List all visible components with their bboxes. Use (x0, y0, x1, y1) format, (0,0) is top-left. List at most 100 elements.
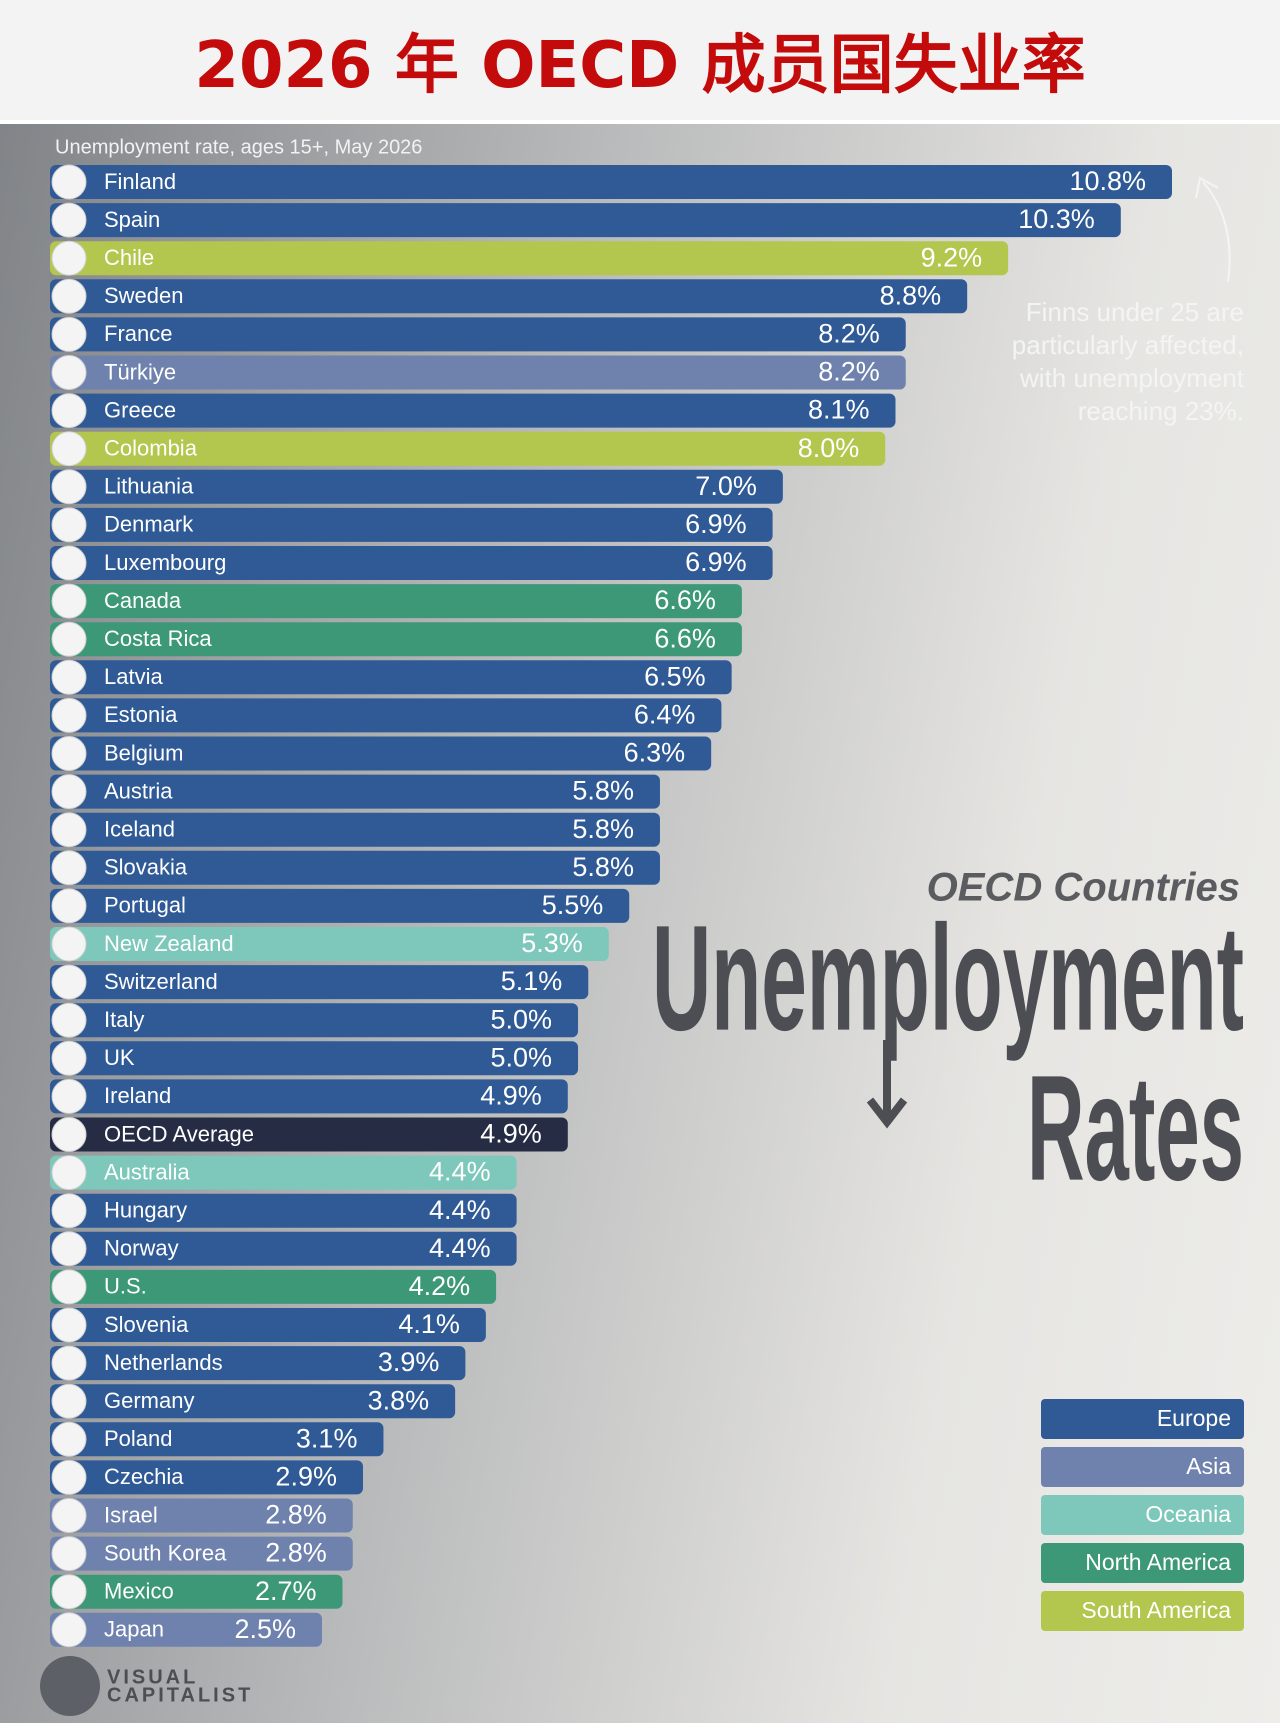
category-label: Netherlands (104, 1350, 223, 1375)
bar (50, 469, 783, 504)
flag (51, 1231, 87, 1267)
value-label: 4.1% (398, 1309, 460, 1339)
value-label: 9.2% (921, 242, 983, 272)
value-label: 5.1% (501, 966, 563, 996)
flag (51, 316, 87, 352)
flag (51, 888, 87, 924)
category-label: Greece (104, 397, 176, 422)
value-label: 4.9% (480, 1119, 542, 1149)
heading: OECD Countries (927, 866, 1240, 910)
value-label: 4.9% (480, 1081, 542, 1111)
bar (50, 1574, 343, 1609)
category-label: Austria (104, 778, 173, 803)
category-label: Canada (104, 588, 182, 613)
bar (50, 1003, 579, 1038)
category-label: Japan (104, 1617, 164, 1642)
flag (51, 355, 87, 390)
bar (50, 317, 906, 352)
value-label: 6.5% (644, 661, 706, 691)
value-label: 6.9% (685, 509, 747, 539)
flag (51, 774, 87, 810)
legend-label: Asia (1186, 1453, 1231, 1479)
value-label: 10.3% (1018, 204, 1095, 234)
category-label: Israel (104, 1502, 158, 1527)
flag (51, 240, 87, 276)
value-label: 6.3% (624, 738, 686, 768)
value-label: 10.8% (1069, 166, 1146, 196)
flag (51, 850, 87, 886)
flag (51, 1459, 87, 1495)
logo (40, 1656, 100, 1716)
bar (50, 1041, 579, 1076)
heading-main: Unemployment (652, 894, 1244, 1062)
legend-swatch (1041, 1591, 1244, 1631)
value-label: 8.2% (818, 357, 880, 387)
value-label: 8.0% (798, 433, 860, 463)
flag (51, 697, 87, 733)
value-label: 2.7% (255, 1576, 317, 1606)
flag (51, 1078, 87, 1114)
heading-main: Rates (1027, 1044, 1244, 1212)
source: CAPITALIST (107, 1684, 253, 1706)
category-label: Portugal (104, 893, 186, 918)
value-label: 5.8% (572, 814, 634, 844)
bar (50, 1346, 466, 1381)
flag (51, 545, 87, 581)
category-label: Iceland (104, 817, 175, 842)
bar (50, 1384, 456, 1419)
category-label: Slovakia (104, 855, 188, 880)
arrow (866, 1040, 908, 1129)
legend-label: North America (1085, 1549, 1231, 1575)
value-label: 4.4% (429, 1233, 491, 1263)
category-label: Luxembourg (104, 550, 226, 575)
bar (50, 1422, 384, 1457)
value-label: 5.5% (542, 890, 604, 920)
legend-swatch (1041, 1543, 1244, 1583)
value-label: 6.6% (654, 585, 716, 615)
flag (51, 1498, 87, 1533)
value-label: 3.1% (296, 1423, 358, 1453)
category-label: Australia (104, 1159, 190, 1184)
flag (51, 1345, 87, 1381)
category-label: Sweden (104, 283, 184, 308)
category-label: Hungary (104, 1198, 187, 1223)
flag (51, 1307, 87, 1343)
bar (50, 1117, 568, 1152)
bar (50, 279, 968, 314)
category-label: South Korea (104, 1540, 227, 1565)
value-label: 4.4% (429, 1157, 491, 1187)
value-label: 5.3% (521, 928, 583, 958)
flag (51, 431, 87, 467)
subtitle: Unemployment rate, ages 15+, May 2026 (55, 136, 422, 158)
value-label: 3.9% (378, 1347, 440, 1377)
bar (50, 1155, 517, 1190)
bar (50, 203, 1121, 238)
flag (51, 1155, 87, 1191)
bar (50, 888, 630, 923)
flag (51, 812, 87, 848)
bar (50, 546, 773, 580)
flag (51, 926, 87, 962)
legend-label: Oceania (1145, 1501, 1231, 1527)
bar (50, 1308, 486, 1342)
category-label: Lithuania (104, 474, 194, 499)
bar (50, 812, 660, 847)
legend-swatch (1041, 1399, 1244, 1439)
category-label: Belgium (104, 740, 183, 765)
flag (51, 621, 87, 657)
bar (50, 1193, 517, 1228)
category-label: Norway (104, 1236, 179, 1261)
value-label: 6.9% (685, 547, 747, 577)
category-label: Slovenia (104, 1312, 189, 1337)
value-label: 2.5% (234, 1614, 296, 1644)
category-label: New Zealand (104, 931, 234, 956)
legend-swatch (1041, 1495, 1244, 1535)
bar (50, 736, 712, 771)
category-label: Colombia (104, 436, 198, 461)
value-label: 7.0% (695, 471, 757, 501)
value-label: 2.8% (265, 1500, 327, 1530)
legend-label: Europe (1157, 1405, 1231, 1431)
source: VISUAL (107, 1666, 198, 1688)
value-label: 8.8% (880, 280, 942, 310)
